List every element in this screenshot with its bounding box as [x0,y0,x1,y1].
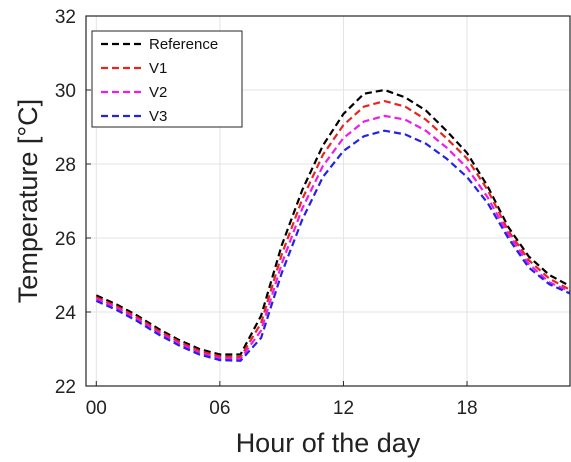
y-tick-label: 32 [55,7,76,28]
x-tick-label: 06 [209,398,230,419]
axis-ticks: 00 06 12 18 22 24 26 28 30 32 [55,7,478,419]
series-lines [95,88,571,362]
plot-frame [85,15,571,387]
y-tick-label: 30 [55,81,76,102]
series-line-v3 [95,129,571,362]
legend-label: V3 [149,108,167,125]
legend-label: Reference [149,36,218,53]
legend-label: V2 [149,84,167,101]
series-line-v1 [95,99,571,359]
x-tick-label: 00 [86,398,107,419]
y-tick-label: 24 [55,303,77,324]
legend: Reference V1 V2 V3 [91,30,243,128]
legend-label: V1 [149,60,167,77]
series-line-v2 [95,114,571,361]
y-tick-label: 22 [55,377,76,398]
y-tick-label: 26 [55,229,76,250]
x-tick-label: 12 [333,398,354,419]
legend-box [91,30,243,128]
y-tick-label: 28 [55,155,76,176]
y-axis-label: Temperature [°C] [13,99,43,303]
x-tick-label: 18 [456,398,477,419]
series-line-reference [95,88,571,356]
x-axis-label: Hour of the day [236,428,421,458]
